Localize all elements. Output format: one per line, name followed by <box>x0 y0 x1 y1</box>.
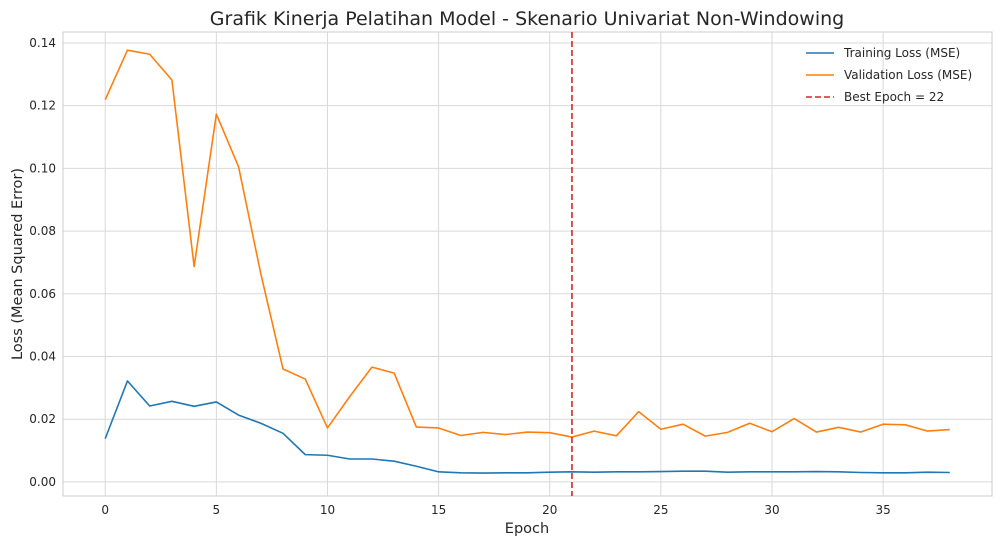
legend-item-validation: Validation Loss (MSE) <box>806 68 972 82</box>
y-tick-label: 0.08 <box>29 224 56 238</box>
x-tick-label: 5 <box>213 503 221 517</box>
x-tick-label: 20 <box>542 503 557 517</box>
x-tick-label: 25 <box>653 503 668 517</box>
plot-area: 0 5 10 15 20 25 30 35 0.00 0.02 0.04 0.06 0.08 0.10 0.… <box>29 31 993 517</box>
x-tick-label: 10 <box>320 503 335 517</box>
x-tick-label: 30 <box>764 503 779 517</box>
plot-frame <box>62 31 993 497</box>
legend-label: Best Epoch = 22 <box>844 90 944 104</box>
legend-item-best-epoch: Best Epoch = 22 <box>806 90 944 104</box>
legend-item-training: Training Loss (MSE) <box>806 46 960 60</box>
y-tick-label: 0.04 <box>29 349 56 363</box>
plot-background <box>63 32 992 496</box>
y-tick-label: 0.06 <box>29 287 56 301</box>
legend: Training Loss (MSE) Validation Loss (MSE)… <box>806 46 972 104</box>
y-tick-label: 0.02 <box>29 412 56 426</box>
x-tick-label: 0 <box>101 503 109 517</box>
x-tick-label: 35 <box>875 503 890 517</box>
y-tick-label: 0.00 <box>29 475 56 489</box>
x-tick-label: 15 <box>431 503 446 517</box>
y-tick-label: 0.14 <box>29 36 56 50</box>
chart-title: Grafik Kinerja Pelatihan Model - Skenari… <box>210 8 844 30</box>
series-line-training-loss <box>104 380 950 474</box>
y-axis-label: Loss (Mean Squared Error) <box>10 168 26 360</box>
series-line-validation-loss <box>104 49 950 438</box>
y-tick-label: 0.12 <box>29 99 56 113</box>
x-axis-label: Epoch <box>505 521 549 537</box>
legend-label: Validation Loss (MSE) <box>844 68 972 82</box>
legend-label: Training Loss (MSE) <box>843 46 960 60</box>
y-tick-label: 0.10 <box>29 161 56 175</box>
